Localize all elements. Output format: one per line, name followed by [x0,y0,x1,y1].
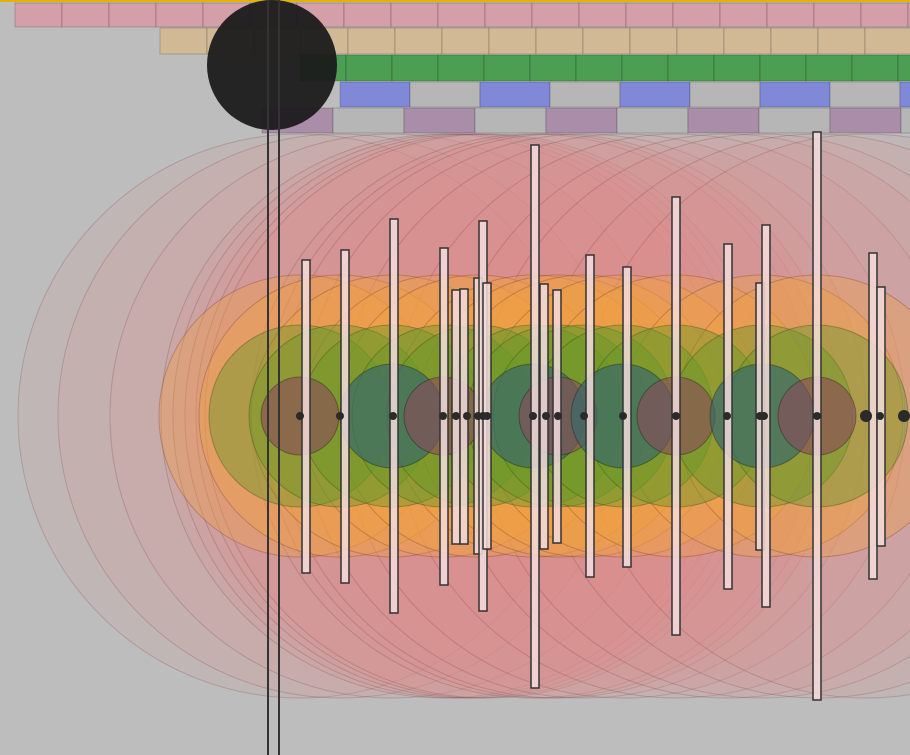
band-cell-blue [899,81,910,108]
band-cell-tan [770,27,819,55]
band-cell-pink [108,2,157,28]
node-dot [554,412,562,420]
band-cell-green [713,54,761,82]
band-cell-blue [759,81,831,108]
node-dots [296,410,910,422]
band-cell-blue [479,81,551,108]
band-cell-mauve [545,107,618,134]
timeline-bands [14,2,910,134]
band-cell-pink [531,2,580,28]
band-cell-mauve [900,107,910,134]
band-cell-green [391,54,439,82]
band-cell-green [575,54,623,82]
band-cell-tan [582,27,631,55]
node-dot [529,412,537,420]
node-dot [463,412,471,420]
band-cell-tan [629,27,678,55]
band-cell-mauve [474,107,547,134]
band-cell-green [897,54,910,82]
band-cell-green [621,54,669,82]
band-cell-tan [159,27,208,55]
large-black-disc-icon [207,0,337,130]
band-cell-tan [488,27,537,55]
band-cell-tan [347,27,396,55]
band-cell-tan [723,27,772,55]
band-cell-pink [907,2,910,28]
band-cell-mauve [332,107,405,134]
node-dot [452,412,460,420]
band-cell-mauve [687,107,760,134]
node-dot [723,412,731,420]
band-cell-tan [394,27,443,55]
band-cell-pink [14,2,63,28]
band-cell-tan [817,27,866,55]
node-dot [389,412,397,420]
node-dot [542,412,550,420]
band-cell-pink [625,2,674,28]
band-cell-pink [813,2,862,28]
band-cell-mauve [758,107,831,134]
band-cell-pink [390,2,439,28]
band-cell-green [759,54,807,82]
node-dot [439,412,447,420]
band-cell-mauve [616,107,689,134]
band-cell-tan [441,27,490,55]
band-cell-pink [61,2,110,28]
band-cell-tan [864,27,910,55]
band-cell-green [437,54,485,82]
band-cell-pink [860,2,909,28]
band-cell-pink [155,2,204,28]
node-dot [876,412,884,420]
band-cell-blue [619,81,691,108]
node-dot [580,412,588,420]
band-cell-pink [343,2,392,28]
node-dot [483,412,491,420]
node-dot [813,412,821,420]
band-cell-blue [549,81,621,108]
node-dot [860,410,872,422]
band-cell-pink [672,2,721,28]
band-cell-pink [437,2,486,28]
band-cell-green [667,54,715,82]
band-cell-blue [409,81,481,108]
band-cell-green [529,54,577,82]
band-cell-pink [578,2,627,28]
band-cell-green [345,54,393,82]
band-cell-tan [535,27,584,55]
band-cell-mauve [403,107,476,134]
node-dot [672,412,680,420]
band-cell-blue [339,81,411,108]
band-cell-green [851,54,899,82]
band-cell-pink [484,2,533,28]
node-dot [898,410,910,422]
marker-lines [267,0,280,755]
node-dot [336,412,344,420]
node-dot [296,412,304,420]
band-cell-green [483,54,531,82]
band-cell-blue [689,81,761,108]
node-dot [760,412,768,420]
band-cell-blue [829,81,901,108]
band-cell-mauve [829,107,902,134]
node-dot [619,412,627,420]
band-cell-pink [766,2,815,28]
band-cell-green [805,54,853,82]
band-cell-tan [676,27,725,55]
band-cell-pink [719,2,768,28]
